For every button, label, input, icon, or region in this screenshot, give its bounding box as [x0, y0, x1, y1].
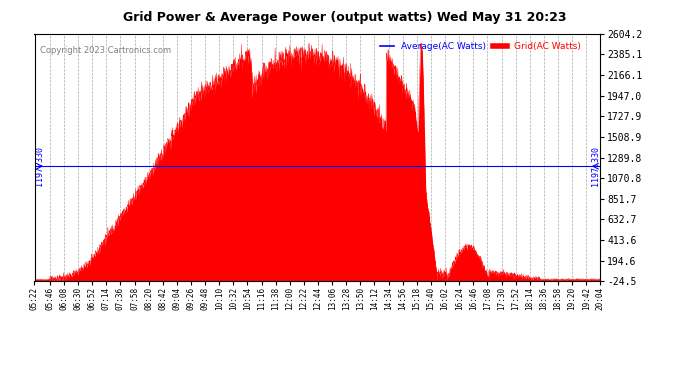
Legend: Average(AC Watts), Grid(AC Watts): Average(AC Watts), Grid(AC Watts)	[377, 38, 584, 54]
Text: 1197.330: 1197.330	[591, 146, 600, 186]
Text: Grid Power & Average Power (output watts) Wed May 31 20:23: Grid Power & Average Power (output watts…	[124, 11, 566, 24]
Text: Copyright 2023 Cartronics.com: Copyright 2023 Cartronics.com	[40, 46, 171, 55]
Text: 1197.330: 1197.330	[35, 146, 44, 186]
